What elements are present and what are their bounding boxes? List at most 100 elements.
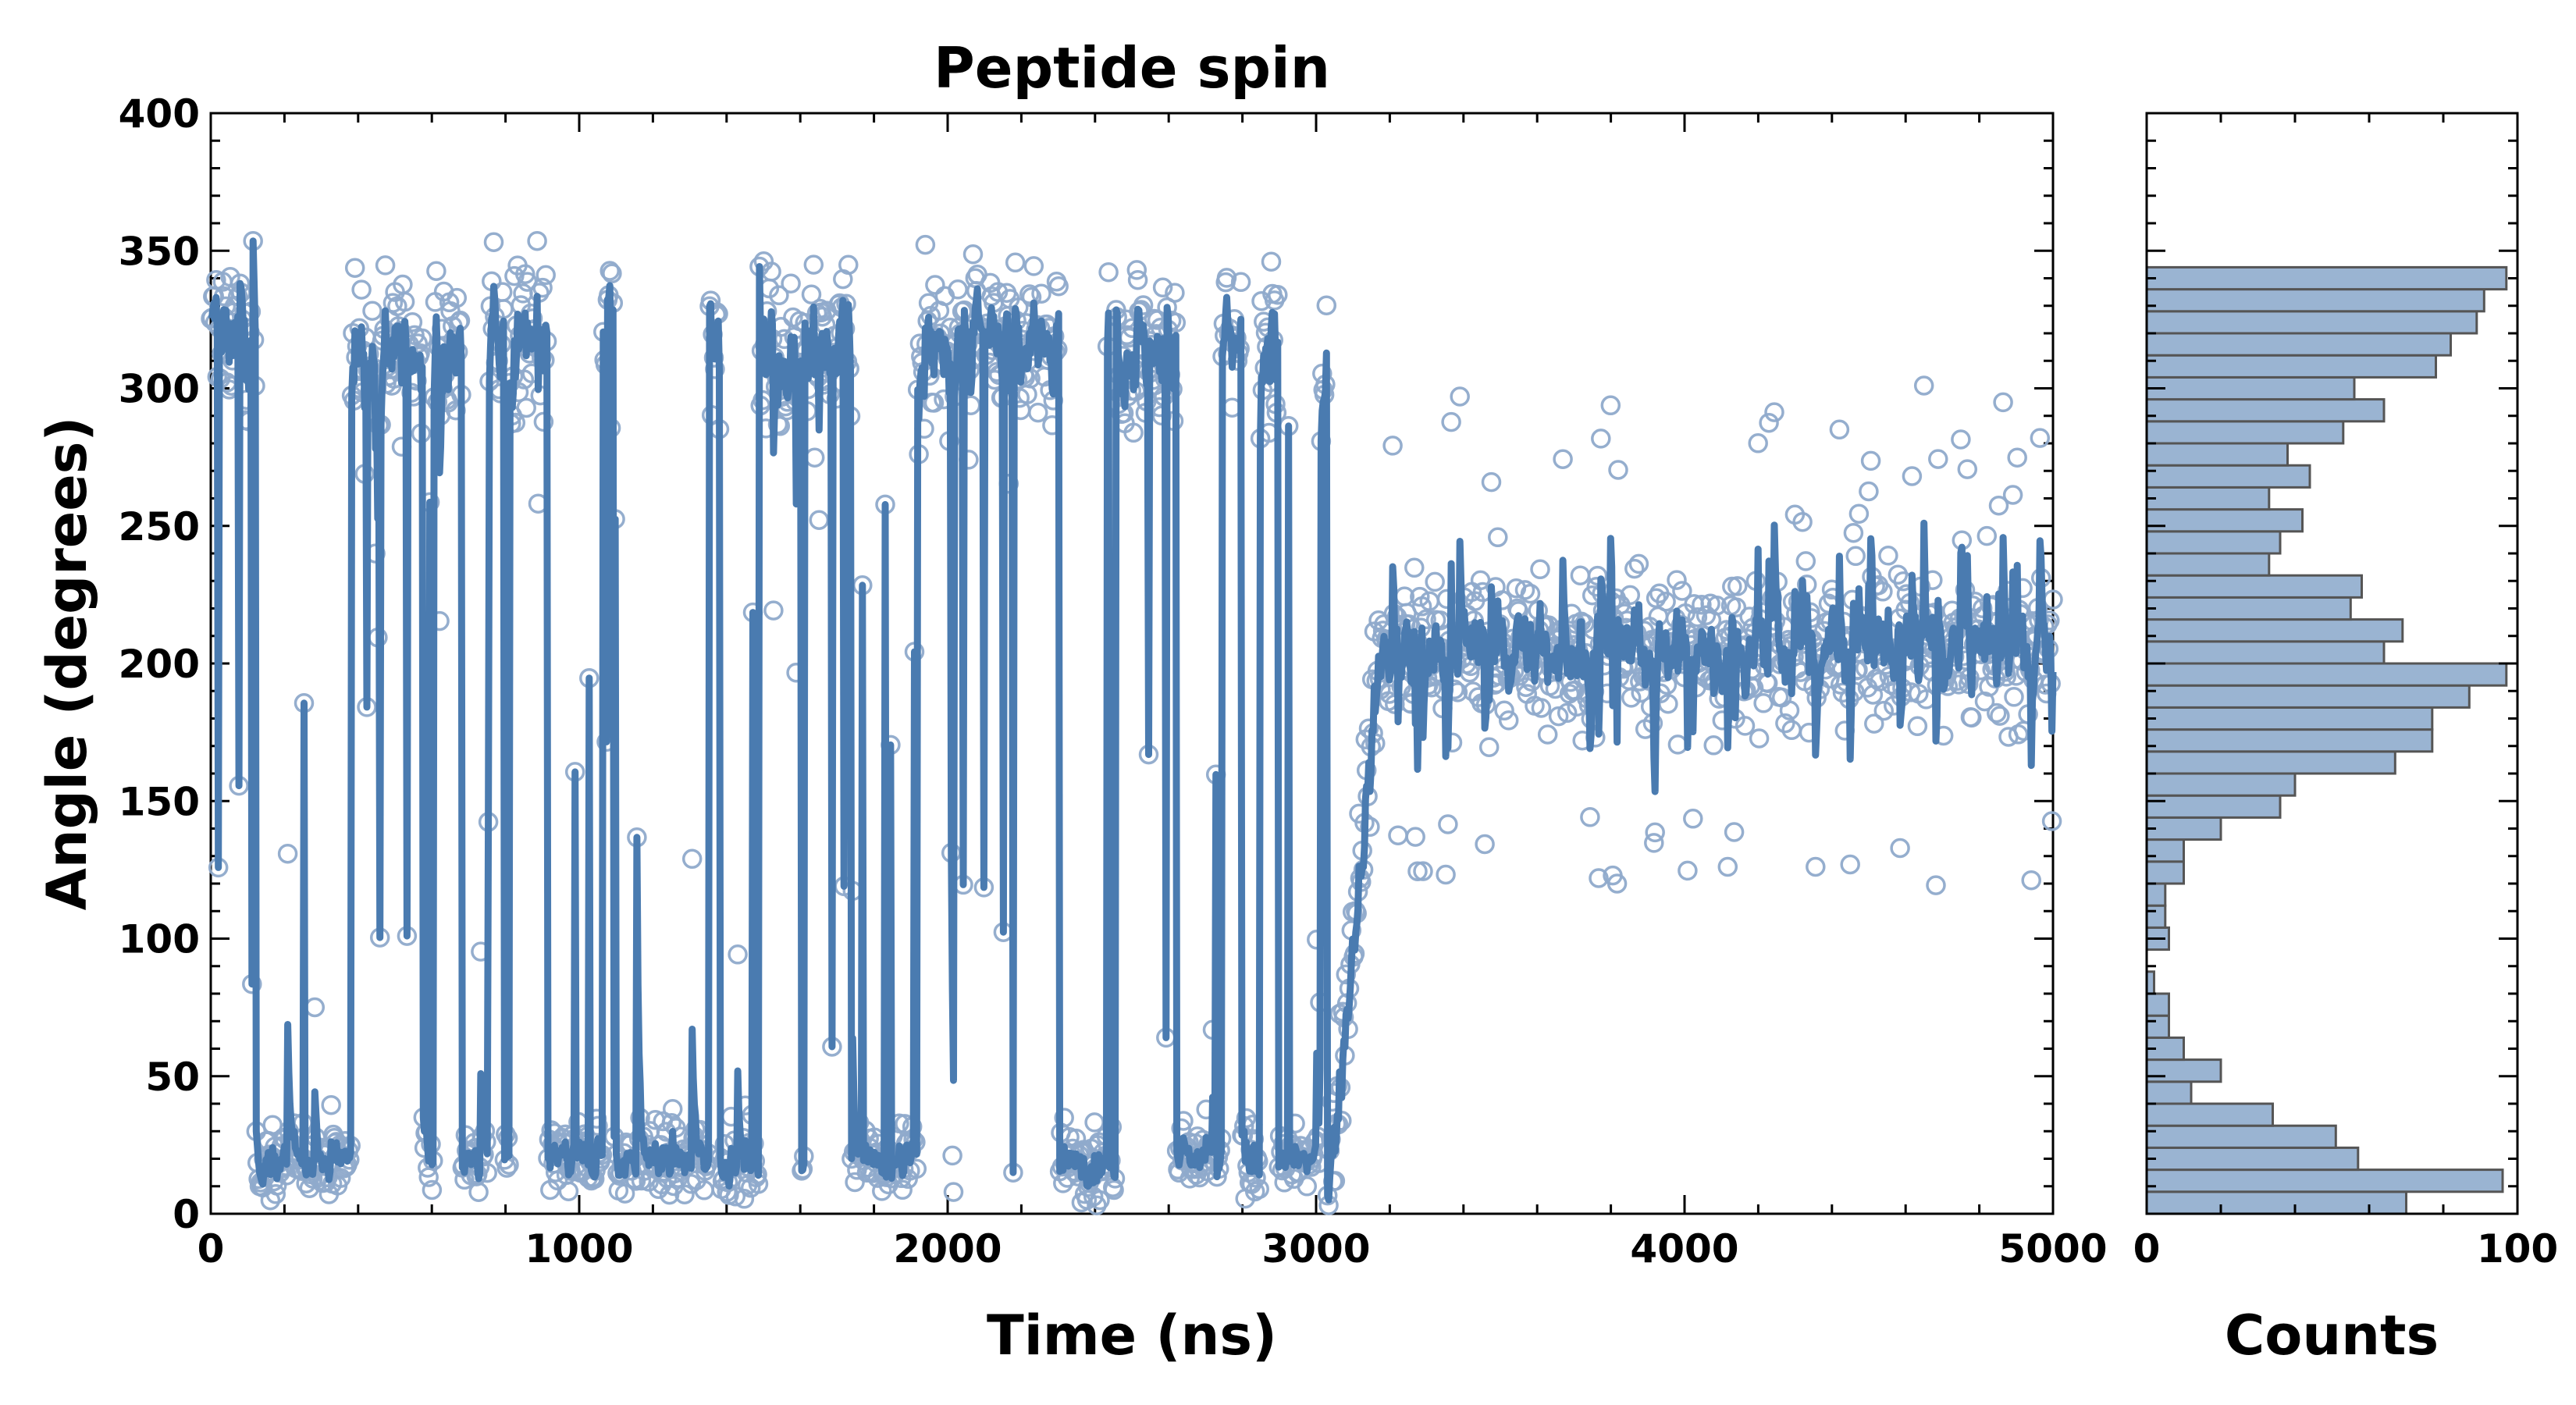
data-point-marker — [1644, 833, 1664, 853]
data-point-marker — [915, 234, 936, 255]
histogram-bar — [2145, 596, 2352, 621]
data-point-marker — [321, 1094, 341, 1115]
data-point-marker — [1735, 716, 1756, 736]
histogram-x-tick-label: 100 — [2477, 1226, 2558, 1272]
histogram-bar — [2145, 1168, 2504, 1193]
data-point-marker — [1727, 576, 1748, 596]
y-tick-label: 350 — [119, 229, 200, 274]
y-tick-label: 0 — [173, 1192, 200, 1237]
data-point-marker — [1416, 609, 1436, 630]
histogram-bar — [2145, 706, 2434, 731]
data-point-marker — [1098, 261, 1119, 283]
data-point-marker — [515, 264, 535, 284]
data-point-marker — [1048, 276, 1069, 297]
data-point-marker — [1845, 546, 1866, 567]
data-point-marker — [1749, 728, 1770, 749]
data-point-marker — [1695, 605, 1717, 626]
data-point-marker — [1706, 596, 1727, 616]
data-point-marker — [1450, 386, 1470, 407]
data-point-marker — [1948, 674, 1969, 695]
data-point-marker — [728, 944, 748, 965]
data-point-marker — [1019, 284, 1040, 304]
x-tick-label: 1000 — [525, 1226, 633, 1272]
data-point-marker — [1478, 737, 1500, 757]
data-point-marker — [1404, 557, 1425, 578]
data-point-marker — [1005, 252, 1026, 273]
data-point-marker — [1840, 854, 1860, 875]
data-point-marker — [1656, 592, 1676, 612]
data-point-marker — [962, 244, 984, 265]
data-point-marker — [892, 1179, 913, 1200]
histogram-bar — [2145, 1146, 2360, 1172]
y-tick-label: 250 — [119, 504, 200, 550]
data-point-marker — [1591, 429, 1611, 449]
data-point-marker — [734, 1189, 755, 1209]
histogram-bar — [2145, 420, 2345, 445]
data-point-marker — [1054, 1108, 1074, 1128]
data-point-marker — [1537, 724, 1558, 745]
data-point-marker — [1873, 700, 1895, 721]
data-point-marker — [1806, 856, 1826, 877]
data-point-marker — [351, 279, 372, 300]
data-point-marker — [725, 1186, 746, 1207]
data-point-marker — [1580, 807, 1600, 827]
data-point-marker — [1410, 586, 1430, 607]
data-point-marker — [532, 277, 553, 298]
data-point-marker — [1902, 466, 1923, 486]
data-point-marker — [1475, 834, 1495, 855]
data-point-marker — [344, 258, 365, 278]
data-point-marker — [1864, 713, 1884, 734]
data-point-marker — [1683, 809, 1703, 829]
chart-title: Peptide spin — [934, 35, 1330, 101]
data-point-marker — [906, 1158, 927, 1179]
x-axis-title: Time (ns) — [987, 1304, 1277, 1368]
y-tick-label: 50 — [145, 1055, 200, 1100]
data-point-marker — [1382, 436, 1403, 456]
histogram-bar — [2145, 904, 2167, 929]
data-point-marker — [1249, 1179, 1269, 1200]
x-tick-label: 2000 — [893, 1226, 1002, 1272]
histogram-bar — [2145, 354, 2437, 379]
histogram-bar — [2145, 728, 2434, 753]
data-point-marker — [468, 1182, 489, 1202]
data-point-marker — [1488, 527, 1508, 548]
data-point-marker — [801, 284, 822, 304]
histogram-x-axis-title: Counts — [2225, 1304, 2439, 1368]
data-point-marker — [1297, 1176, 1318, 1197]
data-point-marker — [923, 393, 945, 413]
data-point-marker — [1123, 422, 1144, 443]
histogram-bar — [2145, 310, 2478, 335]
data-point-marker — [1236, 1108, 1257, 1129]
data-point-marker — [1023, 256, 1044, 276]
data-point-marker — [942, 1145, 962, 1166]
data-point-marker — [1717, 856, 1738, 877]
data-point-marker — [558, 1181, 579, 1201]
data-point-marker — [1360, 816, 1380, 838]
histogram-bar — [2145, 265, 2508, 291]
data-point-marker — [662, 1099, 683, 1119]
data-point-marker — [1268, 284, 1288, 305]
data-point-marker — [1230, 272, 1251, 293]
histogram-bar — [2145, 442, 2289, 467]
histogram-bar — [2145, 508, 2304, 533]
data-point-marker — [1795, 551, 1816, 571]
histogram-bar — [2145, 838, 2185, 863]
data-point-marker — [1848, 503, 1870, 524]
data-point-marker — [1548, 706, 1569, 727]
data-point-marker — [1152, 277, 1173, 298]
data-point-marker — [1792, 511, 1813, 532]
data-point-marker — [1600, 395, 1621, 416]
data-point-marker — [1589, 868, 1609, 888]
data-point-marker — [781, 273, 801, 293]
data-point-marker — [943, 1182, 964, 1202]
data-point-marker — [1425, 571, 1445, 592]
histogram-bar — [2145, 530, 2282, 555]
main-chart: 0 1000 2000 3000 4000 5000 0 50 100 150 200 250 300 3… — [35, 35, 2108, 1368]
data-point-marker — [1829, 419, 1850, 440]
data-point-marker — [535, 265, 556, 286]
data-point-marker — [845, 1172, 865, 1193]
data-point-marker — [1621, 688, 1642, 708]
histogram-bar — [2145, 860, 2185, 885]
data-point-marker — [1407, 861, 1428, 881]
